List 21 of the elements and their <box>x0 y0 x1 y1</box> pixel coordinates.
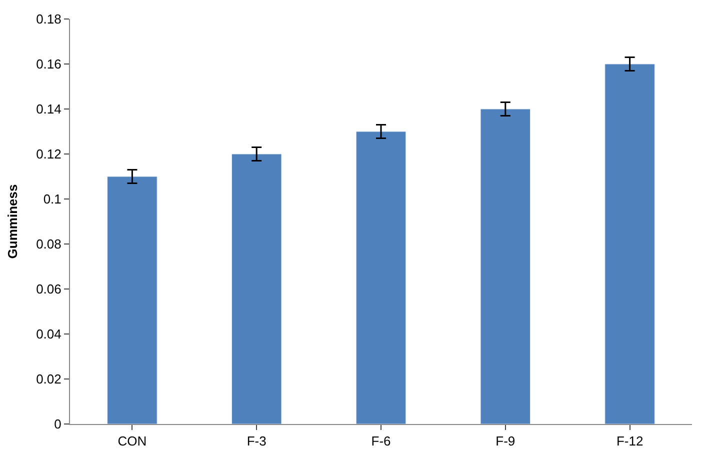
x-tick-label: F-12 <box>616 434 644 449</box>
y-tick-label: 0.06 <box>36 282 62 297</box>
y-tick-label: 0.02 <box>36 372 62 387</box>
y-tick-label: 0.12 <box>36 146 62 162</box>
bar <box>231 154 282 424</box>
x-tick-label: F-3 <box>246 434 266 449</box>
y-tick-label: 0.18 <box>36 12 62 27</box>
bar <box>107 176 158 424</box>
y-axis-title: Gumminess <box>5 184 20 259</box>
y-tick-label: 0.04 <box>36 326 62 342</box>
bar <box>480 108 531 424</box>
x-tick-label: F-6 <box>371 434 391 449</box>
y-tick-label: 0.08 <box>36 236 62 252</box>
x-tick-label: F-9 <box>496 434 516 449</box>
y-tick-label: 0 <box>54 416 62 432</box>
y-tick-label: 0.16 <box>36 56 62 72</box>
x-tick-label: CON <box>118 434 147 449</box>
bar <box>604 64 655 424</box>
y-tick-label: 0.1 <box>43 192 62 207</box>
y-tick-label: 0.14 <box>36 102 62 117</box>
bar <box>356 131 406 424</box>
